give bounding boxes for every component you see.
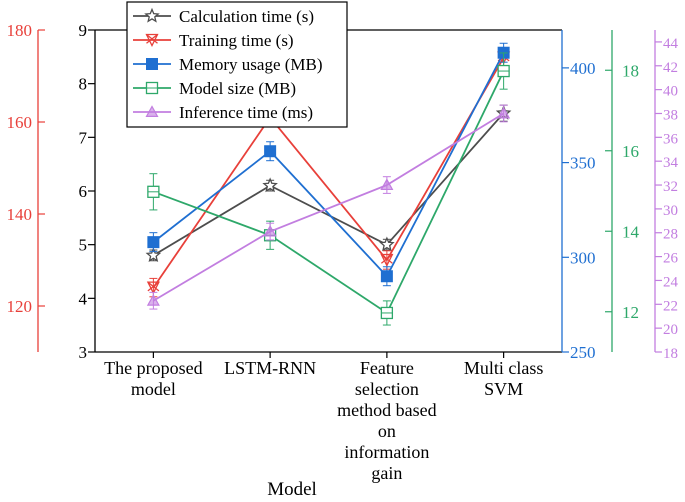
x-tick-label-line: Feature xyxy=(360,358,414,378)
legend-label: Model size (MB) xyxy=(179,79,296,98)
x-tick-label-line: gain xyxy=(371,463,402,483)
y-tick-label-calc: 9 xyxy=(79,21,88,40)
x-tick-label-line: SVM xyxy=(484,379,523,399)
y-tick-label-infer: 44 xyxy=(663,36,679,52)
y-tick-label-calc: 7 xyxy=(79,128,88,147)
series-line-calc xyxy=(152,112,505,257)
y-tick-label-infer: 20 xyxy=(663,322,678,338)
y-tick-label-model: 12 xyxy=(622,303,639,322)
series-line-train xyxy=(152,57,505,289)
series-calc xyxy=(145,104,512,263)
y-tick-label-infer: 42 xyxy=(663,60,678,76)
y-tick-label-infer: 24 xyxy=(663,274,679,290)
series-line-model xyxy=(153,70,505,315)
legend-label: Training time (s) xyxy=(179,31,294,50)
y-tick-label-infer: 18 xyxy=(663,346,678,362)
x-tick-label-line: on xyxy=(378,421,396,441)
y-tick-label-calc: 3 xyxy=(79,343,88,362)
y-tick-label-infer: 26 xyxy=(663,251,679,267)
marker-triangle-up xyxy=(145,105,159,118)
y-tick-label-train: 160 xyxy=(7,113,33,132)
marker-cross xyxy=(146,33,158,44)
y-tick-label-mem: 300 xyxy=(570,248,596,267)
marker-triangle-up xyxy=(263,224,277,237)
marker-triangle-up xyxy=(380,178,394,191)
x-tick-label-line: method based xyxy=(337,400,436,420)
y-tick-label-calc: 4 xyxy=(79,289,88,308)
marker-triangle-up xyxy=(497,106,511,119)
marker-triangle-down xyxy=(380,253,394,267)
y-tick-label-infer: 28 xyxy=(663,227,678,243)
y-tick-label-infer: 22 xyxy=(663,298,678,314)
y-tick-label-infer: 38 xyxy=(663,107,678,123)
y-tick-label-infer: 32 xyxy=(663,179,678,195)
y-tick-label-infer: 30 xyxy=(663,203,678,219)
marker-star xyxy=(145,247,162,263)
legend-item: Calculation time (s) xyxy=(133,7,314,26)
x-axis-label: Model xyxy=(267,479,317,500)
y-tick-label-infer: 34 xyxy=(663,155,679,171)
y-tick-label-model: 16 xyxy=(622,142,639,161)
y-tick-label-calc: 6 xyxy=(79,182,88,201)
marker-star xyxy=(262,177,278,193)
legend: Calculation time (s) Training time (s) Mem… xyxy=(126,1,348,128)
marker-square xyxy=(147,236,160,249)
y-tick-label-train: 140 xyxy=(7,205,33,224)
marker-cross xyxy=(147,281,160,292)
x-tick-label: Multi class SVM xyxy=(464,358,544,399)
series-line-mem xyxy=(152,52,505,278)
y-tick-label-train: 120 xyxy=(7,297,33,316)
x-tick-label-line: The proposed xyxy=(104,358,202,378)
y-tick-label-model: 18 xyxy=(622,61,639,80)
axes-layer: The proposed model LSTM-RNN Feature selectio… xyxy=(7,21,679,483)
marker-triangle-down xyxy=(145,33,159,47)
y-tick-label-mem: 400 xyxy=(570,59,596,78)
marker-triangle-up xyxy=(146,293,160,306)
marker-square xyxy=(264,145,277,158)
legend-label: Calculation time (s) xyxy=(179,7,314,26)
x-tick-label: Feature selection method based on informatio… xyxy=(337,358,436,483)
marker-square xyxy=(146,58,158,70)
y-tick-label-mem: 350 xyxy=(570,154,596,173)
x-tick-label-line: model xyxy=(131,379,176,399)
x-tick-label: LSTM-RNN xyxy=(224,358,316,378)
x-tick-label-line: information xyxy=(344,442,429,462)
x-tick-label-line: LSTM-RNN xyxy=(224,358,316,378)
legend-item: Training time (s) xyxy=(133,31,294,50)
marker-triangle-down xyxy=(146,281,160,295)
y-tick-label-mem: 250 xyxy=(570,343,596,362)
marker-square xyxy=(380,270,393,283)
y-tick-label-infer: 36 xyxy=(663,131,679,147)
marker-cross xyxy=(380,253,393,264)
x-tick-label-line: selection xyxy=(355,379,419,399)
marker-star xyxy=(379,236,395,252)
y-tick-label-calc: 8 xyxy=(79,75,88,94)
y-tick-label-train: 180 xyxy=(7,21,33,40)
y-tick-label-model: 14 xyxy=(622,222,640,241)
series-line-infer xyxy=(152,112,505,302)
legend-item: Memory usage (MB) xyxy=(133,55,323,74)
marker-star xyxy=(144,7,160,23)
y-tick-label-calc: 5 xyxy=(79,236,88,255)
legend-item: Inference time (ms) xyxy=(133,103,313,122)
series-infer xyxy=(146,104,511,310)
x-tick-label: The proposed model xyxy=(104,358,202,399)
legend-label: Inference time (ms) xyxy=(179,103,313,122)
legend-label: Memory usage (MB) xyxy=(179,55,323,74)
x-tick-label-line: Multi class xyxy=(464,358,544,378)
legend-item: Model size (MB) xyxy=(133,79,296,98)
y-tick-label-infer: 40 xyxy=(663,84,678,100)
